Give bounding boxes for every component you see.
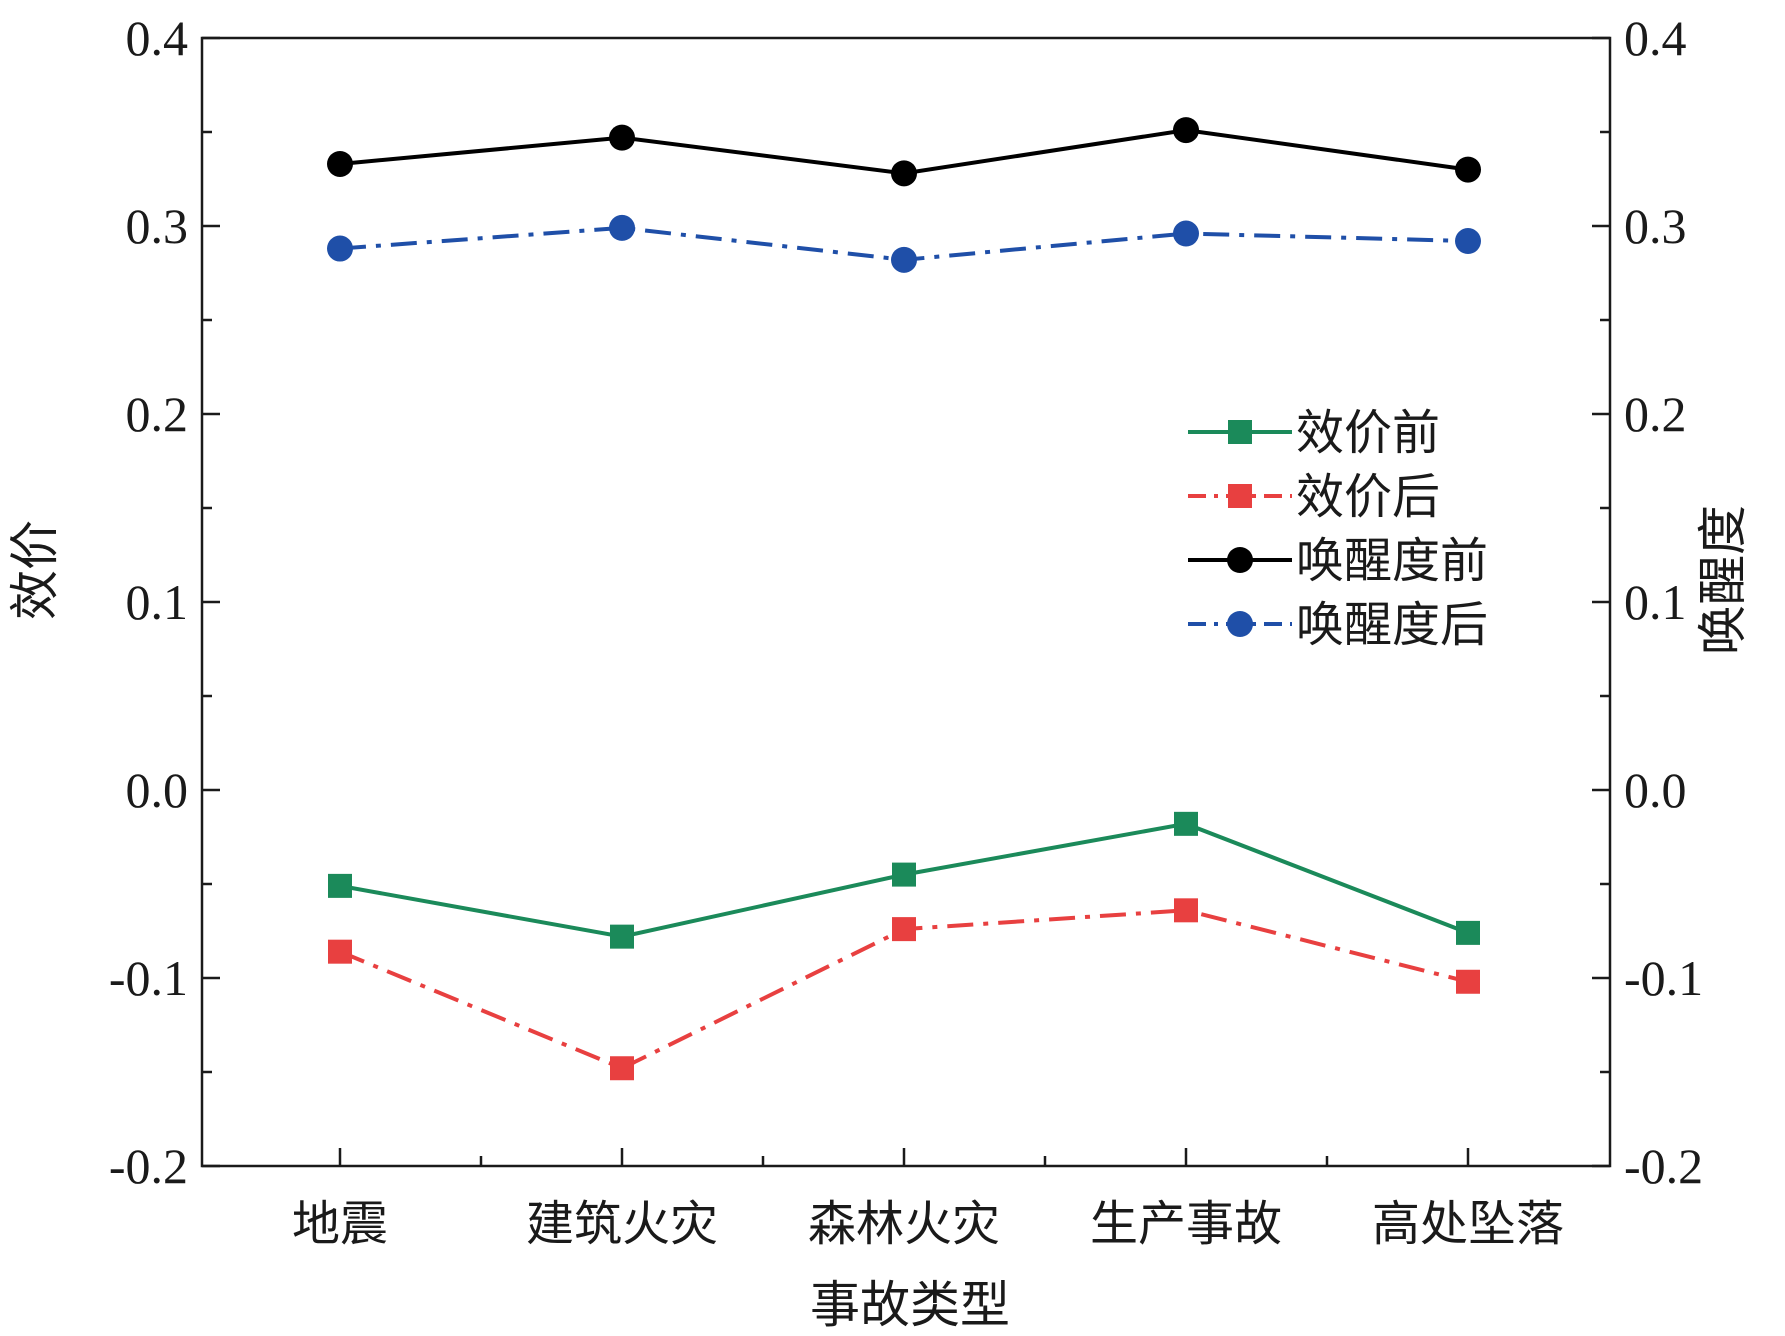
- right-axis-ticks: -0.2 -0.1 0.0 0.1 0.2 0.3 0.4: [1592, 10, 1703, 1194]
- data-point-marker: [609, 214, 635, 241]
- left-axis-title: 效价: [6, 520, 64, 620]
- data-point-marker: [1228, 484, 1252, 508]
- data-point-marker: [1227, 611, 1253, 637]
- data-point-marker: [1228, 420, 1252, 444]
- series-0: [328, 811, 1480, 949]
- left-tick-label: 0.0: [126, 762, 189, 818]
- data-point-marker: [609, 124, 635, 151]
- right-tick-label: -0.2: [1624, 1138, 1703, 1194]
- right-tick-label: -0.1: [1624, 950, 1703, 1006]
- legend-item: 效价后: [1188, 469, 1440, 525]
- x-tick-label: 森林火灾: [808, 1196, 1000, 1252]
- x-tick-label: 生产事故: [1090, 1196, 1282, 1252]
- series-layer: [327, 117, 1481, 1081]
- right-tick-label: 0.4: [1624, 10, 1687, 66]
- x-tick-label: 地震: [292, 1196, 388, 1252]
- data-point-marker: [891, 246, 917, 273]
- data-point-marker: [610, 1056, 634, 1081]
- right-tick-label: 0.3: [1624, 198, 1687, 254]
- left-tick-label: -0.2: [109, 1138, 188, 1194]
- left-tick-label: 0.4: [126, 10, 189, 66]
- data-point-marker: [610, 924, 634, 949]
- data-point-marker: [1456, 969, 1480, 994]
- data-point-marker: [1227, 547, 1253, 573]
- data-point-marker: [1455, 156, 1481, 183]
- right-tick-label: 0.0: [1624, 762, 1687, 818]
- data-point-marker: [891, 160, 917, 187]
- x-tick-label: 高处坠落: [1372, 1196, 1564, 1252]
- left-tick-label: 0.2: [126, 386, 189, 442]
- data-point-marker: [1174, 811, 1198, 836]
- data-point-marker: [892, 917, 916, 942]
- right-tick-label: 0.2: [1624, 386, 1687, 442]
- series-3: [327, 214, 1481, 273]
- left-tick-label: -0.1: [109, 950, 188, 1006]
- data-point-marker: [328, 939, 352, 964]
- series-1: [328, 898, 1480, 1081]
- data-point-marker: [1174, 898, 1198, 923]
- legend-item: 唤醒度前: [1188, 533, 1488, 589]
- x-tick-label: 建筑火灾: [526, 1196, 718, 1252]
- left-axis-ticks: -0.2 -0.1 0.0 0.1 0.2 0.3 0.4: [109, 10, 220, 1194]
- data-point-marker: [1173, 117, 1199, 144]
- legend-label: 效价前: [1296, 405, 1440, 461]
- right-axis-title: 唤醒度: [1694, 505, 1752, 655]
- legend-label: 唤醒度后: [1296, 597, 1488, 653]
- data-point-marker: [327, 235, 353, 262]
- legend-label: 唤醒度前: [1296, 533, 1488, 589]
- x-axis-ticks: 地震 建筑火灾 森林火灾 生产事故 高处坠落: [292, 1148, 1564, 1252]
- series-2: [327, 117, 1481, 187]
- data-point-marker: [328, 873, 352, 898]
- x-axis-title: 事故类型: [810, 1276, 1010, 1334]
- data-point-marker: [1173, 220, 1199, 247]
- left-tick-label: 0.1: [126, 574, 189, 630]
- right-tick-label: 0.1: [1624, 574, 1687, 630]
- data-point-marker: [1455, 228, 1481, 255]
- legend-item: 效价前: [1188, 405, 1440, 461]
- data-point-marker: [327, 150, 353, 177]
- left-tick-label: 0.3: [126, 198, 189, 254]
- data-point-marker: [1456, 920, 1480, 945]
- legend-label: 效价后: [1296, 469, 1440, 525]
- data-point-marker: [892, 862, 916, 887]
- legend-item: 唤醒度后: [1188, 597, 1488, 653]
